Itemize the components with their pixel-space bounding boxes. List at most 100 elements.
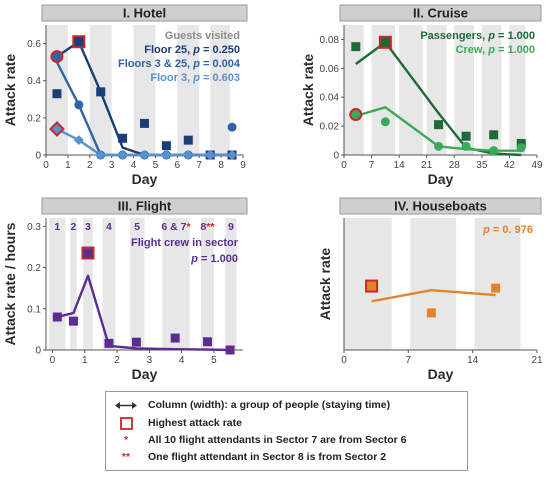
y-tick-label: 0.02	[320, 122, 340, 133]
group-column	[70, 218, 77, 350]
group-column	[129, 218, 145, 350]
data-point	[434, 141, 444, 151]
x-tick-label: 21	[421, 160, 433, 171]
series-annotation: Floors 3 & 25, p = 0.004	[118, 58, 241, 70]
data-point	[183, 135, 193, 145]
x-tick-label: 5	[211, 355, 217, 366]
data-point	[227, 122, 237, 132]
series-annotation: Crew, p = 1.000	[456, 44, 535, 56]
series-annotation: Floor 25, p = 0.250	[144, 44, 240, 56]
data-point	[434, 120, 444, 130]
x-tick-label: 14	[394, 160, 406, 171]
x-tick-label: 8	[218, 160, 224, 171]
y-tick-label: 0.1	[27, 304, 41, 315]
data-point	[426, 308, 436, 318]
series-annotation: Guests visited	[165, 30, 240, 42]
x-tick-label: 7	[369, 160, 375, 171]
group-column	[162, 218, 190, 350]
sector-label: 9	[228, 221, 234, 233]
data-point	[378, 35, 392, 49]
x-tick-label: 5	[153, 160, 159, 171]
series-line	[371, 289, 496, 303]
data-point	[161, 141, 171, 151]
data-point	[118, 133, 128, 143]
data-point	[365, 279, 379, 293]
x-tick-label: 4	[131, 160, 137, 171]
data-point	[74, 100, 84, 110]
series-annotation: p = 0. 976	[482, 224, 533, 236]
x-tick-label: 0	[341, 160, 347, 171]
y-tick-label: 0.08	[320, 35, 340, 46]
data-point	[104, 338, 114, 348]
double-asterisk-mark: **	[121, 451, 131, 463]
panel-title-bar	[41, 4, 248, 22]
sector-label: 1	[54, 221, 60, 233]
group-column	[210, 25, 230, 155]
group-column	[201, 218, 214, 350]
sector-label: 3	[85, 221, 91, 233]
series-annotation: Flight crew in sector	[131, 237, 239, 249]
x-tick-label: 2	[87, 160, 93, 171]
data-point	[170, 333, 180, 343]
data-point	[140, 118, 149, 128]
legend-item-column: Column (width): a group of people (stayi…	[106, 398, 467, 413]
y-axis-label: Attack rate	[300, 54, 316, 127]
group-column	[454, 25, 474, 155]
x-tick-label: 4	[179, 355, 185, 366]
x-tick-label: 3	[147, 355, 153, 366]
asterisk-mark: *	[123, 434, 129, 446]
data-point	[95, 150, 106, 160]
x-tick-label: 3	[109, 160, 115, 171]
group-column	[509, 25, 526, 155]
x-tick-label: 7	[196, 160, 202, 171]
group-column	[410, 218, 457, 350]
data-point	[52, 89, 62, 99]
data-point	[461, 131, 471, 141]
x-tick-label: 0	[341, 355, 347, 366]
group-column	[225, 218, 237, 350]
data-point	[96, 87, 106, 97]
data-point	[461, 141, 471, 151]
legend-item-highlight: Highest attack rate	[106, 416, 467, 431]
data-point	[516, 143, 526, 153]
x-axis-label: Day	[132, 366, 158, 382]
data-point	[117, 150, 128, 160]
x-tick-label: 0	[43, 160, 49, 171]
panel-title: IV. Houseboats	[394, 199, 487, 214]
y-tick-label: 0.2	[27, 263, 41, 274]
series-annotation: p = 1.000	[190, 253, 238, 265]
x-axis-label: Day	[132, 171, 158, 187]
y-axis-label: Attack rate	[317, 248, 333, 321]
y-tick-label: 0	[333, 151, 339, 162]
x-tick-label: 6	[175, 160, 181, 171]
x-tick-label: 1	[82, 355, 88, 366]
sector-label: 6 & 7*	[161, 221, 191, 233]
series-annotation: Floor 3, p = 0.603	[150, 72, 240, 84]
x-tick-label: 9	[240, 160, 246, 171]
x-tick-label: 42	[504, 160, 516, 171]
data-point	[131, 337, 141, 347]
y-axis-label: Attack rate / hours	[2, 222, 18, 345]
legend-item-double-star: ** One flight attendant in Sector 8 is f…	[106, 450, 467, 465]
panel-title-bar	[339, 197, 542, 215]
legend-label: One flight attendant in Sector 8 is from…	[148, 451, 387, 463]
x-tick-label: 7	[406, 355, 412, 366]
y-tick-label: 0.04	[320, 93, 340, 104]
data-point	[50, 50, 64, 64]
data-point	[183, 150, 194, 160]
data-point	[72, 35, 86, 49]
group-column	[344, 25, 364, 155]
y-tick-label: 0	[35, 346, 41, 357]
group-column	[49, 218, 66, 350]
double-arrow-icon	[114, 398, 138, 413]
x-tick-label: 28	[449, 160, 461, 171]
data-point	[380, 117, 390, 127]
sector-label: 5	[134, 221, 140, 233]
series-line	[355, 106, 522, 152]
x-tick-label: 21	[531, 355, 543, 366]
x-axis-label: Day	[428, 366, 454, 382]
y-tick-label: 0.6	[27, 39, 41, 50]
data-point	[68, 316, 78, 326]
legend-item-single-star: * All 10 flight attendants in Sector 7 a…	[106, 433, 467, 448]
